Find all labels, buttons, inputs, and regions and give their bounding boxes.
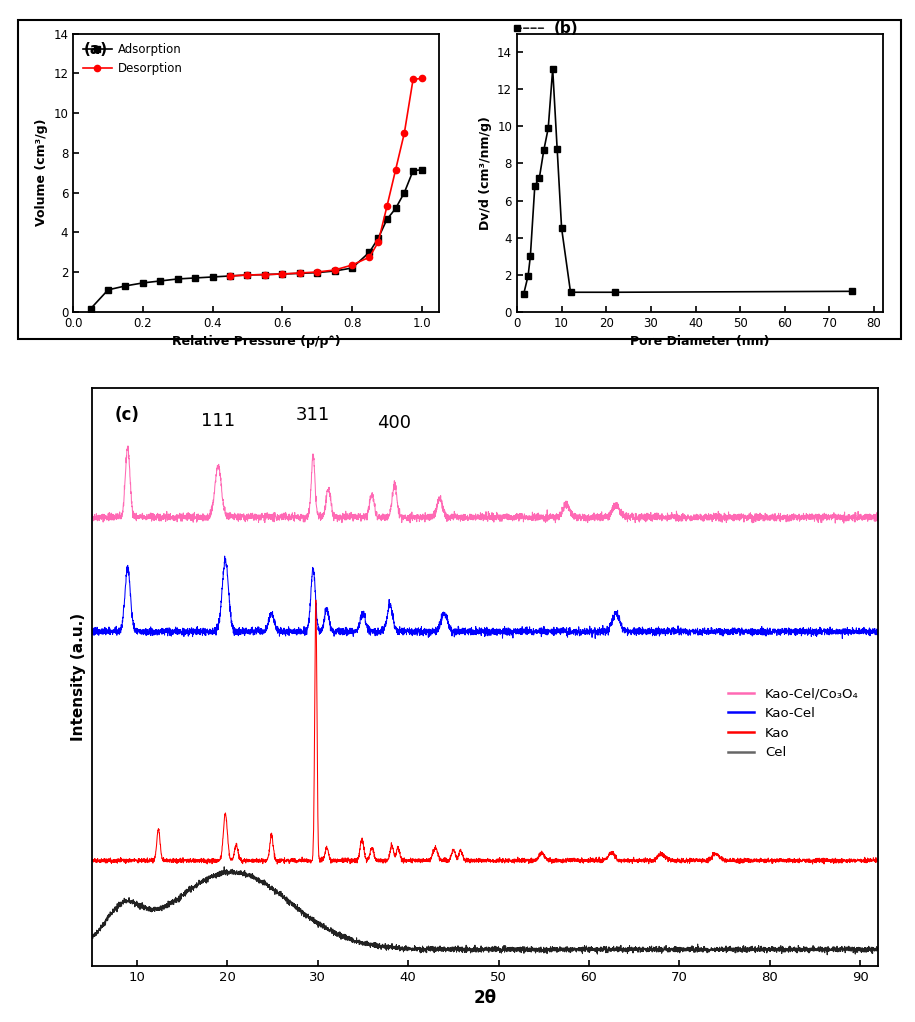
Desorption: [347, 259, 358, 271]
Adsorption: [382, 214, 393, 226]
Desorption: [407, 74, 418, 86]
Legend: Adsorption, Desorption: Adsorption, Desorption: [79, 40, 187, 79]
Desorption: [399, 127, 410, 139]
Text: 400: 400: [378, 414, 412, 432]
Line: Adsorption: Adsorption: [88, 167, 425, 312]
Text: 111: 111: [201, 412, 235, 429]
Adsorption: [155, 275, 166, 287]
Adsorption: [224, 270, 235, 282]
Adsorption: [399, 186, 410, 198]
Desorption: [242, 269, 253, 281]
Adsorption: [372, 232, 383, 244]
Text: 311: 311: [296, 406, 330, 424]
Y-axis label: Dv/d (cm³/nm/g): Dv/d (cm³/nm/g): [479, 115, 491, 230]
X-axis label: Relative Pressure (p/p°): Relative Pressure (p/p°): [172, 335, 340, 349]
X-axis label: Pore Diameter (nm): Pore Diameter (nm): [630, 335, 770, 349]
Adsorption: [242, 269, 253, 281]
Line: Desorption: Desorption: [227, 76, 425, 279]
Adsorption: [102, 284, 113, 296]
Adsorption: [189, 272, 200, 284]
Y-axis label: Intensity (a.u.): Intensity (a.u.): [71, 613, 86, 741]
Adsorption: [312, 267, 323, 279]
Adsorption: [347, 262, 358, 274]
Adsorption: [207, 271, 218, 283]
Legend: Kao-Cel/Co₃O₄, Kao-Cel, Kao, Cel: Kao-Cel/Co₃O₄, Kao-Cel, Kao, Cel: [723, 682, 864, 764]
Adsorption: [137, 277, 148, 289]
Adsorption: [329, 265, 340, 277]
Adsorption: [407, 165, 418, 177]
Adsorption: [416, 164, 427, 176]
X-axis label: 2θ: 2θ: [473, 989, 497, 1008]
Desorption: [416, 73, 427, 85]
Adsorption: [85, 303, 96, 315]
Desorption: [329, 264, 340, 276]
Adsorption: [260, 269, 271, 281]
Desorption: [312, 266, 323, 278]
Adsorption: [295, 268, 306, 280]
Y-axis label: Volume (cm³/g): Volume (cm³/g): [35, 119, 48, 227]
Desorption: [277, 268, 288, 280]
Adsorption: [172, 273, 183, 285]
Adsorption: [390, 202, 401, 215]
Text: (c): (c): [115, 406, 140, 424]
Text: (a): (a): [84, 42, 108, 57]
Adsorption: [277, 268, 288, 280]
Adsorption: [364, 246, 375, 259]
Desorption: [390, 164, 401, 176]
Desorption: [382, 200, 393, 213]
Adsorption: [120, 280, 131, 292]
Desorption: [224, 270, 235, 282]
Text: (b): (b): [554, 20, 578, 36]
Desorption: [260, 269, 271, 281]
Desorption: [372, 236, 383, 248]
Desorption: [364, 251, 375, 264]
Desorption: [295, 267, 306, 279]
